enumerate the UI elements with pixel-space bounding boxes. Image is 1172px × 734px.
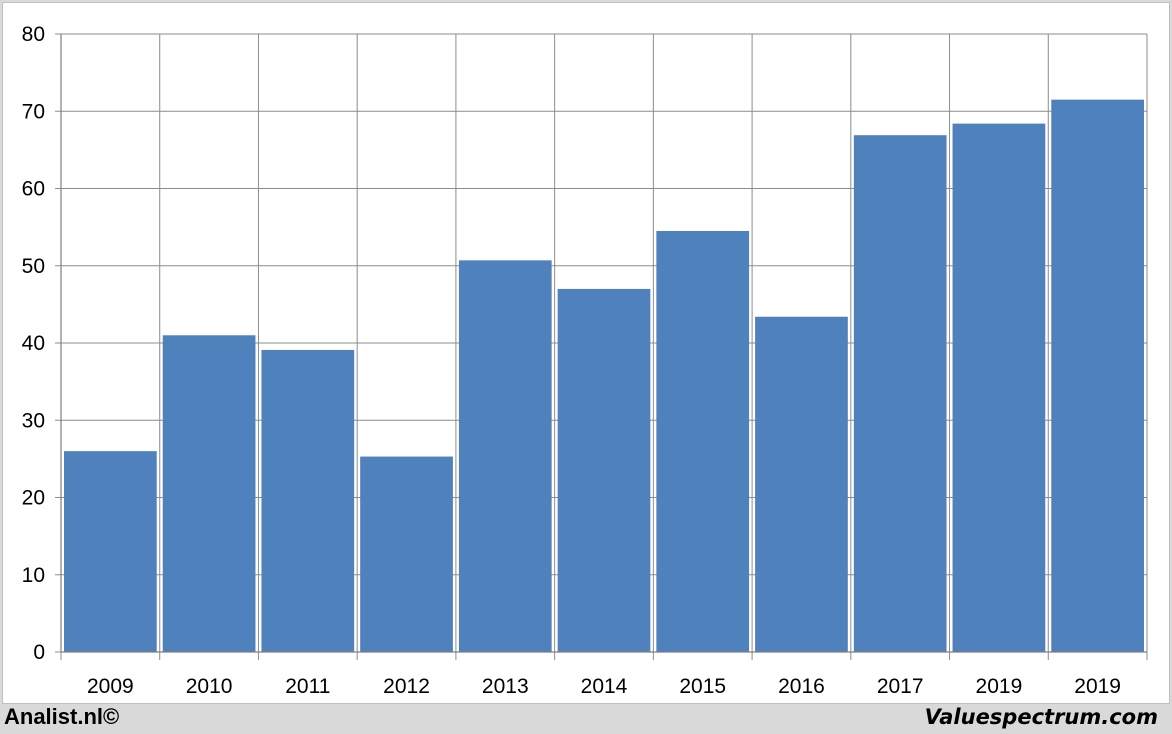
bar-2011 [261, 349, 355, 652]
y-tick-label: 10 [22, 564, 45, 587]
x-tick-label: 2012 [383, 675, 430, 698]
x-tick-label: 2017 [877, 675, 924, 698]
y-tick-label: 50 [22, 255, 45, 278]
bar-2014 [557, 288, 651, 652]
bar-2013 [458, 260, 552, 652]
bar-2017 [853, 135, 947, 652]
x-tick-label: 2014 [581, 675, 628, 698]
footer-source-left: Analist.nl© [4, 704, 120, 729]
y-tick-label: 0 [33, 641, 45, 664]
bar-2016 [755, 316, 848, 652]
y-tick-label: 20 [22, 487, 45, 510]
x-tick-label: 2009 [87, 675, 134, 698]
bar-2015 [656, 230, 750, 653]
chart-frame: 0 10 20 30 40 50 60 70 80 2009 2010 2011 2012 2013 201… [2, 2, 1170, 704]
y-tick-label: 60 [22, 178, 45, 201]
y-tick-label: 70 [22, 100, 45, 123]
bar-2010 [162, 335, 256, 652]
y-tick-label: 40 [22, 332, 45, 355]
bar-2012 [360, 456, 453, 652]
x-tick-label: 2015 [679, 675, 726, 698]
x-tick-label: 2010 [186, 675, 233, 698]
x-tick-label: 2019 [976, 675, 1023, 698]
footer-source-right: Valuespectrum.com [924, 705, 1158, 729]
x-tick-label: 2016 [778, 675, 825, 698]
bar-chart: 0 10 20 30 40 50 60 70 80 2009 2010 2011 2012 2013 201… [22, 23, 1148, 698]
bar-2019 [1051, 99, 1144, 653]
x-tick-label: 2013 [482, 675, 529, 698]
bar-2019 [952, 123, 1046, 653]
bar-2009 [64, 451, 157, 652]
y-tick-label: 30 [22, 409, 45, 432]
y-tick-label: 80 [22, 23, 45, 46]
x-tick-label: 2011 [285, 675, 330, 698]
x-tick-label: 2019 [1074, 675, 1121, 698]
